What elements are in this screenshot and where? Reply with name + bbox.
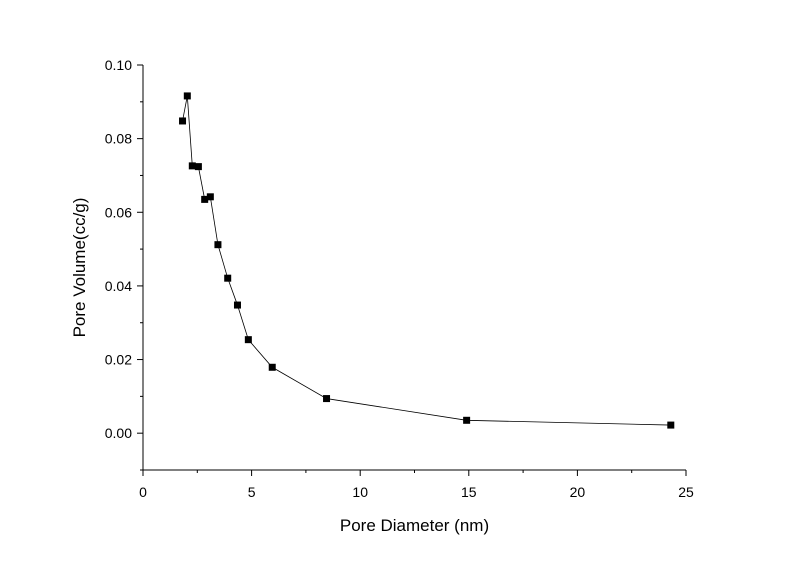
y-axis-title: Pore Volume(cc/g) — [70, 198, 89, 338]
data-point — [268, 363, 276, 371]
data-point — [201, 195, 209, 203]
data-point — [183, 92, 191, 100]
data-point — [214, 241, 222, 249]
data-point — [244, 336, 252, 344]
data-point — [179, 117, 187, 125]
x-tick-label: 10 — [352, 484, 368, 500]
data-point — [206, 193, 214, 201]
data-point — [667, 421, 675, 429]
y-tick-label: 0.10 — [105, 57, 132, 73]
y-tick-label: 0.06 — [105, 204, 132, 220]
x-tick-label: 0 — [139, 484, 147, 500]
x-ticks: 0 5 10 15 20 25 — [139, 470, 694, 500]
data-point — [188, 162, 196, 170]
data-point — [233, 301, 241, 309]
plot-area — [179, 92, 675, 429]
data-point — [463, 416, 471, 424]
x-tick-label: 20 — [570, 484, 586, 500]
data-point — [224, 274, 232, 282]
y-tick-label: 0.04 — [105, 278, 132, 294]
data-point — [323, 395, 331, 403]
y-tick-label: 0.08 — [105, 131, 132, 147]
x-tick-label: 15 — [461, 484, 477, 500]
data-point — [194, 163, 202, 171]
x-axis-title: Pore Diameter (nm) — [340, 516, 489, 535]
y-tick-label: 0.02 — [105, 352, 132, 368]
y-ticks: 0.00 0.02 0.04 0.06 0.08 0.10 — [105, 57, 143, 471]
series-line — [182, 95, 671, 426]
y-tick-label: 0.00 — [105, 425, 132, 441]
x-tick-label: 5 — [248, 484, 256, 500]
x-tick-label: 25 — [678, 484, 694, 500]
